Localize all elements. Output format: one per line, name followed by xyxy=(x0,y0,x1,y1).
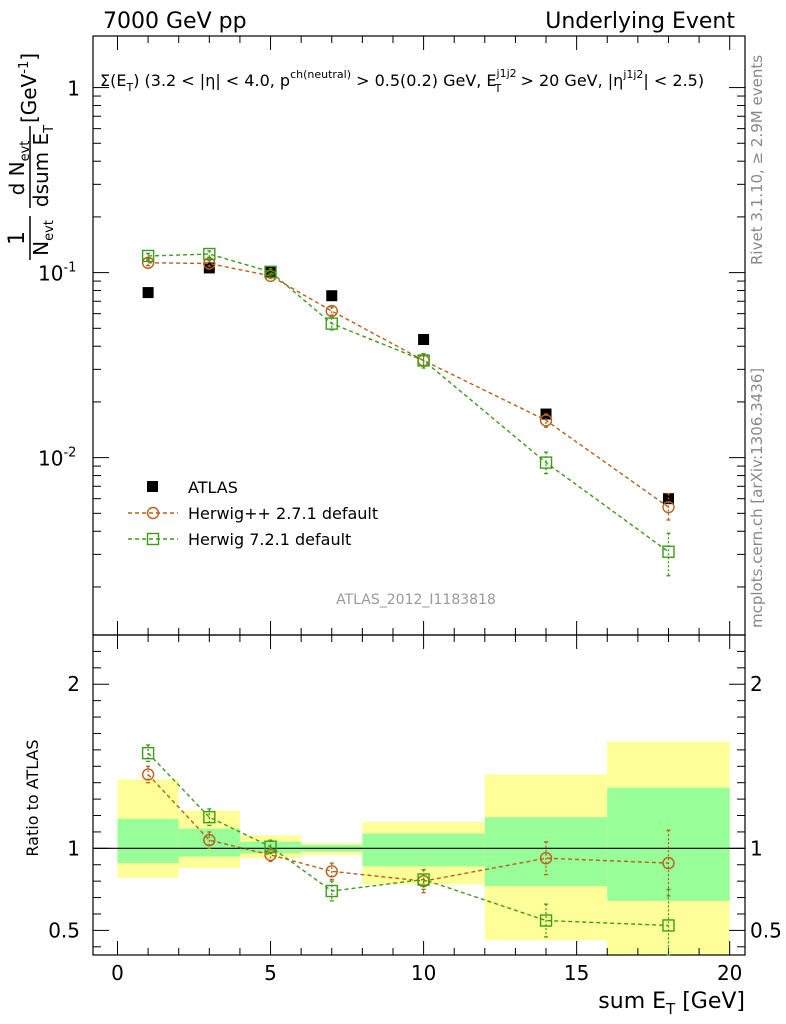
x-tick-label-10: 10 xyxy=(411,961,436,985)
y-tick-label-main-0: 1 xyxy=(67,77,80,101)
main-title: Σ(ET) (3.2 < |η| < 4.0, pch(neutral) > 0… xyxy=(100,67,704,95)
x-axis-label: sum ET [GeV] xyxy=(598,989,745,1018)
herwigpp-ratio-point-6 xyxy=(662,856,675,870)
mcplots-label: mcplots.cern.ch [arXiv:1306.3436] xyxy=(748,368,766,628)
ratio-y-label-left-1: 1 xyxy=(67,836,80,860)
herwig7-main-point-3 xyxy=(325,317,338,330)
header-right: Underlying Event xyxy=(545,9,735,34)
herwig7-ratio-point-3 xyxy=(325,884,338,898)
ratio-panel: 0 5 10 15 20 0.5 0.5 1 1 2 2 xyxy=(48,634,782,985)
herwig7-ratio-point-1 xyxy=(203,810,216,824)
svg-text:Nevt: Nevt xyxy=(29,220,57,256)
atlas-point-0 xyxy=(142,287,154,299)
herwig7-main-point-4 xyxy=(417,354,430,367)
atlas-point-1 xyxy=(203,262,215,274)
legend-marker-atlas xyxy=(147,481,158,492)
svg-text:1: 1 xyxy=(5,231,30,245)
legend-marker-herwig7 xyxy=(146,532,160,546)
x-tick-label-15: 15 xyxy=(564,961,589,985)
herwig7-ratio-point-6 xyxy=(662,919,675,932)
herwigpp-ratio-point-2 xyxy=(264,848,277,862)
herwig7-ratio-point-2 xyxy=(264,840,277,853)
herwig7-main-point-1 xyxy=(203,247,216,261)
ratio-y-label-right-1: 1 xyxy=(750,836,763,860)
main-panel: 1 10-1 10-2 xyxy=(38,35,746,636)
herwigpp-main-point-3 xyxy=(325,304,338,318)
herwigpp-main-line xyxy=(148,262,669,508)
herwigpp-main-point-2 xyxy=(264,269,277,283)
atlas-point-2 xyxy=(265,266,277,278)
herwig7-ratio-point-4 xyxy=(417,873,430,886)
x-tick-label-0: 0 xyxy=(111,961,124,985)
header-left: 7000 GeV pp xyxy=(103,9,247,34)
legend-label-herwig7: Herwig 7.2.1 default xyxy=(188,530,351,549)
herwigpp-ratio-point-5 xyxy=(539,851,553,865)
herwigpp-main-point-6 xyxy=(662,500,675,514)
band-green-0 xyxy=(117,818,179,864)
herwigpp-main-point-0 xyxy=(141,256,155,269)
herwig7-ratio-point-0 xyxy=(141,746,155,760)
atlas-point-4 xyxy=(418,333,430,345)
rivet-label: Rivet 3.1.10, ≥ 2.9M events xyxy=(748,55,766,265)
ratio-ylabel: Ratio to ATLAS xyxy=(23,739,42,856)
herwigpp-ratio-point-0 xyxy=(141,768,155,781)
svg-text:dsum ET: dsum ET xyxy=(29,125,57,207)
herwig7-main-point-0 xyxy=(141,249,155,263)
herwigpp-ratio-point-3 xyxy=(325,865,338,878)
ratio-y-label-right-0: 0.5 xyxy=(750,918,782,942)
x-tick-label-5: 5 xyxy=(264,961,277,985)
herwig7-main-point-6 xyxy=(662,545,675,558)
legend: ATLAS Herwig++ 2.7.1 default Herwig 7.2.… xyxy=(128,478,378,549)
legend-label-atlas: ATLAS xyxy=(188,478,238,497)
legend-label-herwigpp: Herwig++ 2.7.1 default xyxy=(188,504,378,523)
x-tick-label-20: 20 xyxy=(717,961,742,985)
main-ylabel: 1 Nevt d Nevt dsum ET [GeV-1] xyxy=(5,53,57,260)
atlas-point-3 xyxy=(326,290,338,302)
herwig7-main-point-5 xyxy=(539,456,553,469)
ratio-y-label-right-2: 2 xyxy=(750,672,763,696)
analysis-id: ATLAS_2012_I1183818 xyxy=(336,592,496,608)
ratio-frame xyxy=(92,634,746,956)
herwig7-ratio-point-5 xyxy=(539,914,553,927)
y-tick-label-main-2: 10-2 xyxy=(38,446,76,471)
svg-text:[GeV-1]: [GeV-1] xyxy=(17,53,41,123)
herwigpp-main-point-5 xyxy=(539,414,553,427)
legend-marker-herwigpp xyxy=(146,506,160,520)
herwigpp-ratio-point-1 xyxy=(203,833,216,847)
herwig7-main-point-2 xyxy=(264,265,277,279)
y-tick-label-main-1: 10-1 xyxy=(38,261,76,286)
ratio-y-label-left-0: 0.5 xyxy=(48,918,80,942)
herwigpp-main-point-1 xyxy=(203,257,216,270)
band-green-4 xyxy=(362,833,485,867)
ratio-y-label-left-2: 2 xyxy=(67,672,80,696)
